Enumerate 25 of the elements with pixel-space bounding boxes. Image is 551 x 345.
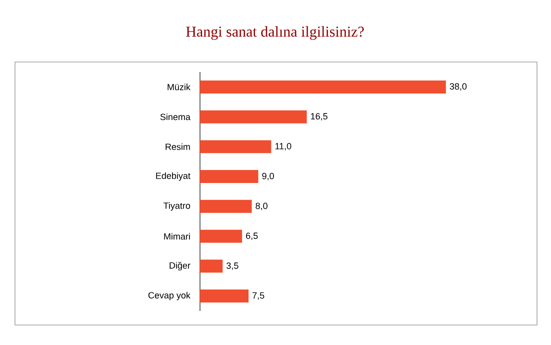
data-label: 7,5	[252, 292, 264, 300]
y-tick-label: Edebiyat	[156, 172, 190, 181]
data-label: 3,5	[226, 262, 238, 270]
y-tick-label: Mimari	[164, 233, 190, 240]
y-tick-label: Müzik	[168, 84, 190, 90]
chart-title: Hangi sanat dalına ilgilisiniz?	[186, 26, 364, 40]
data-label: 9,0	[262, 172, 274, 180]
bar	[200, 200, 252, 213]
bar	[200, 230, 242, 243]
bar	[200, 260, 223, 273]
data-label: 6,5	[246, 232, 258, 240]
bar	[200, 80, 446, 94]
data-label: 38,0	[450, 83, 467, 91]
y-tick-label: Diğer	[170, 262, 190, 270]
bar	[200, 140, 272, 154]
bar	[200, 170, 258, 184]
y-tick-label: Resim	[166, 143, 190, 150]
bar	[200, 290, 249, 303]
y-tick-label: Sinema	[160, 114, 190, 120]
bar	[200, 110, 307, 124]
y-tick-label: Cevap yok	[148, 292, 190, 300]
data-label: 11,0	[275, 142, 292, 150]
y-tick-label: Tiyatro	[164, 202, 190, 211]
data-label: 16,5	[311, 113, 328, 121]
data-label: 8,0	[256, 202, 268, 210]
